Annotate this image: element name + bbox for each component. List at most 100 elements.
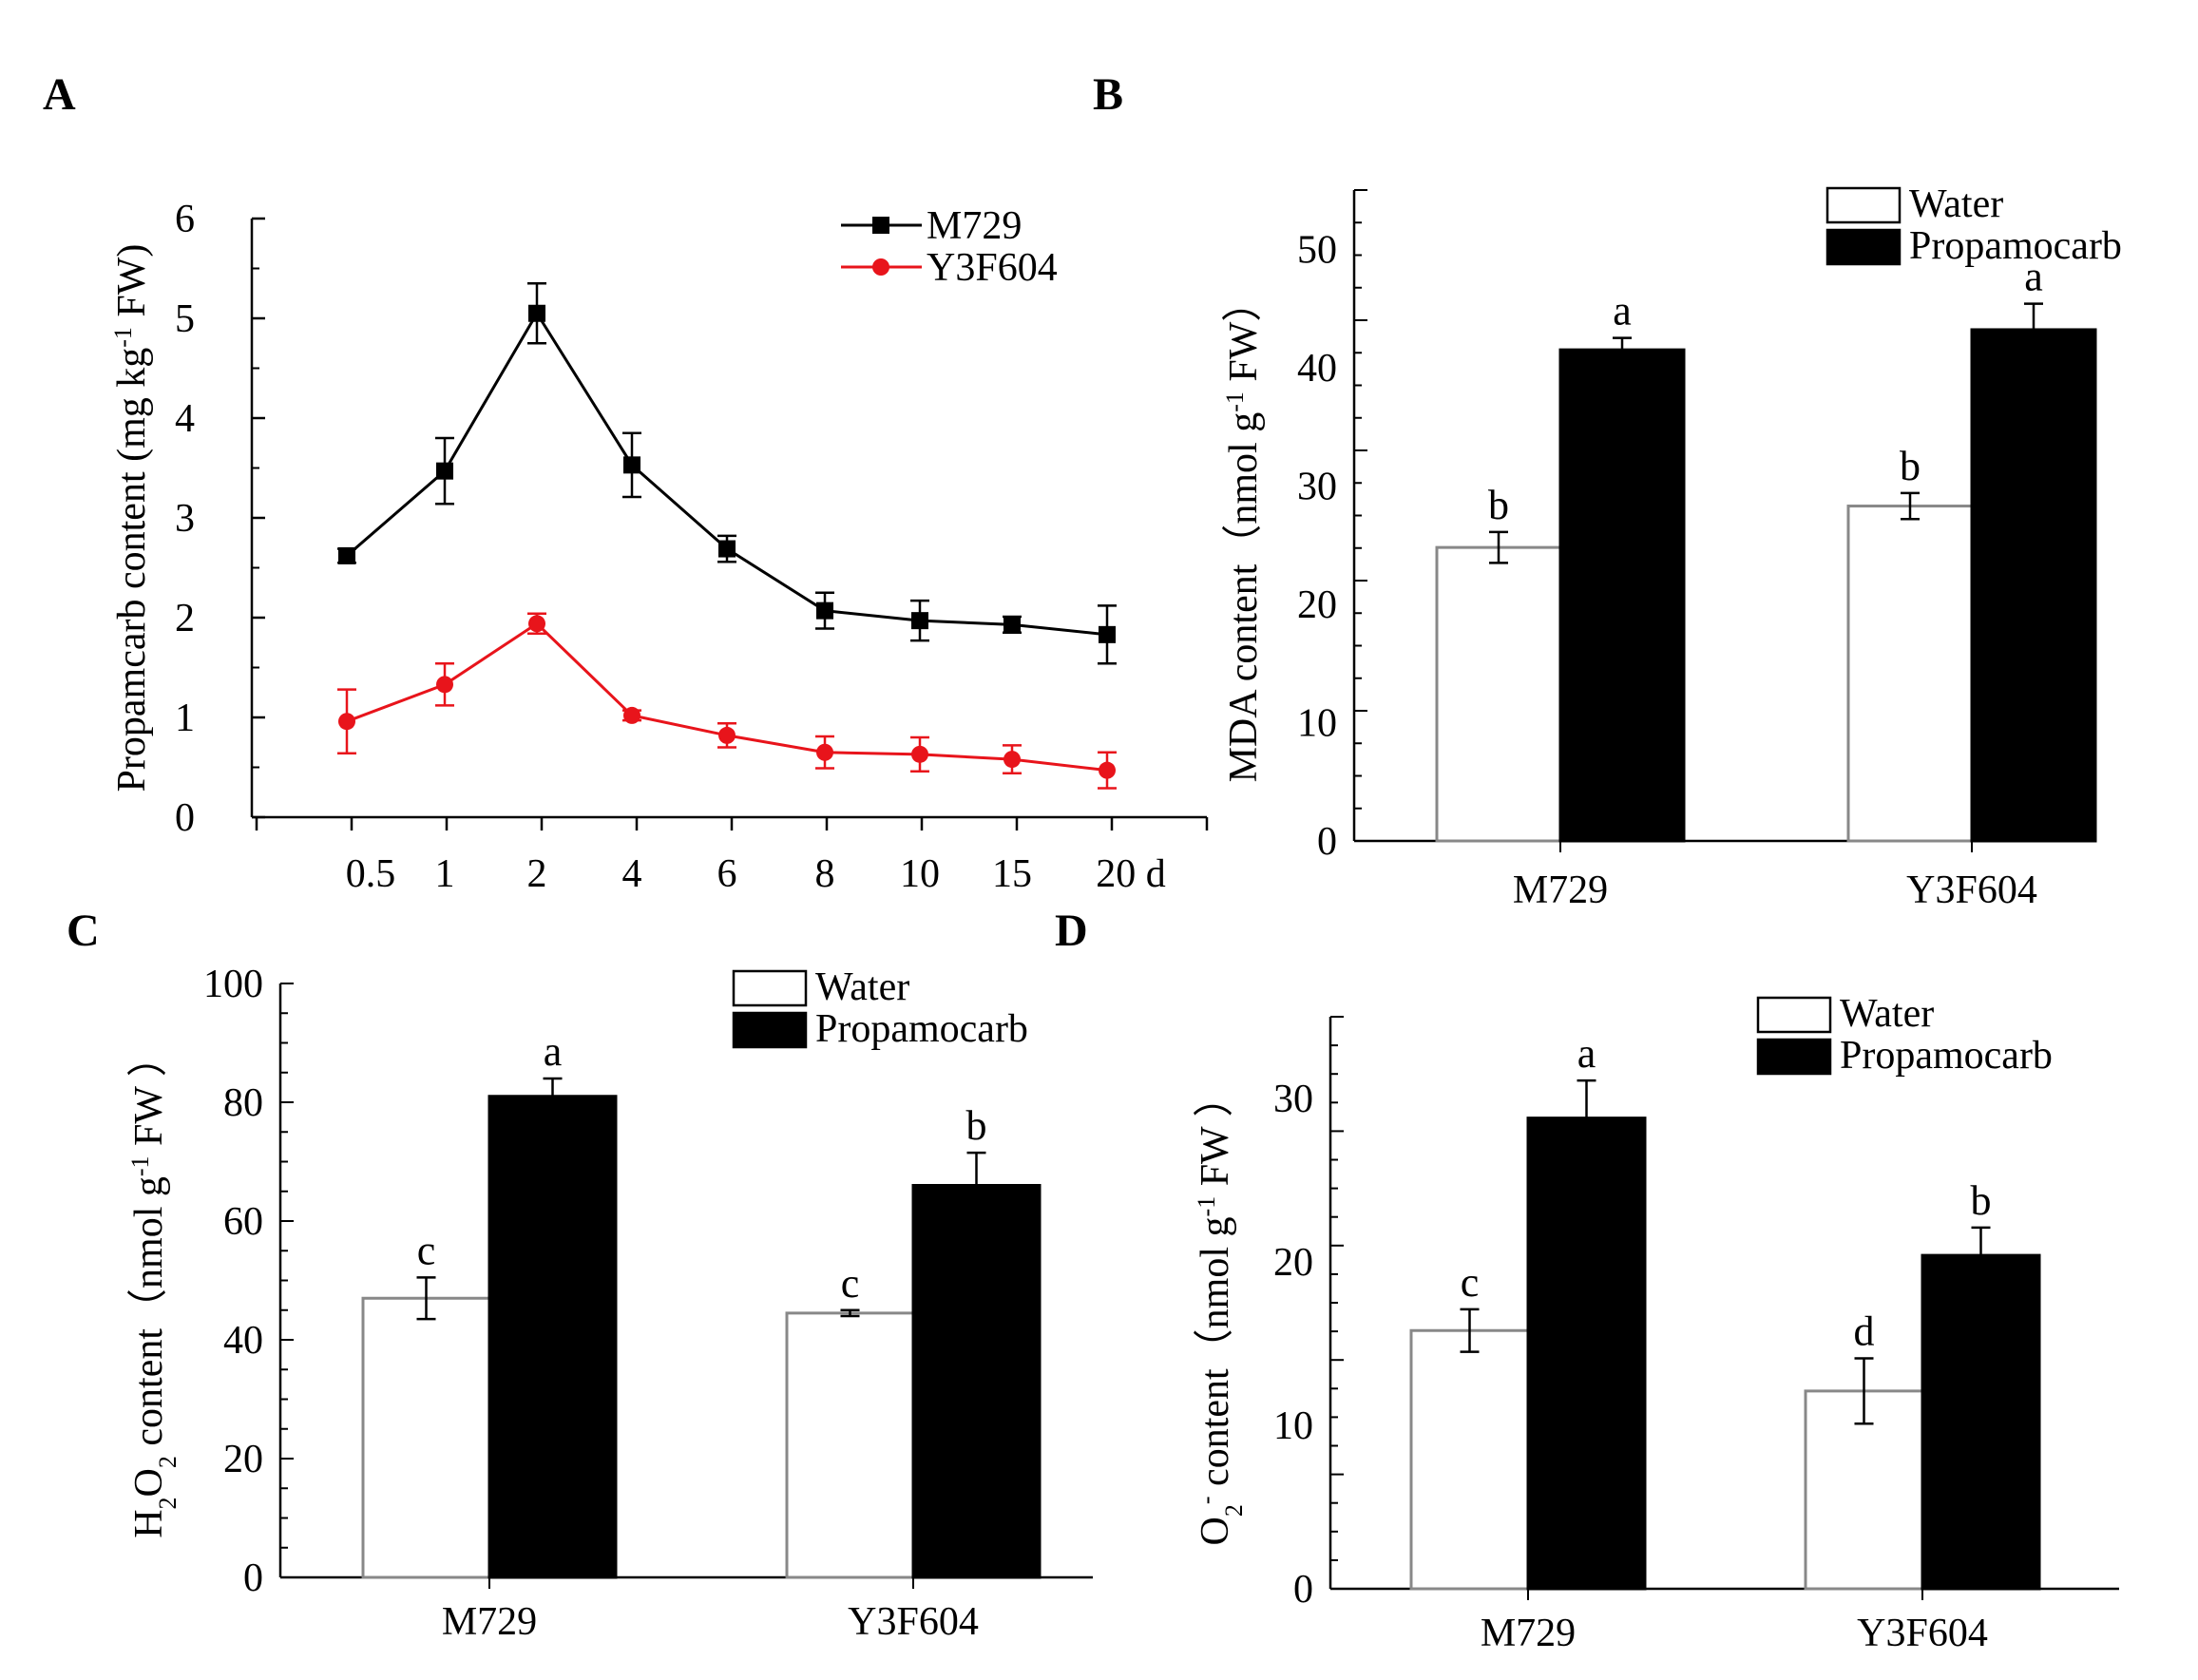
y-tick-label: 4: [175, 397, 195, 441]
x-category-label: M729: [1481, 1612, 1576, 1655]
y-tick-label: 1: [175, 697, 195, 740]
y-axis-label: Propamcarb content (mg kg-1 FW): [109, 244, 155, 792]
x-category-label: Y3F604: [848, 1600, 979, 1644]
y-tick-label: 2: [175, 597, 195, 640]
data-point-M729: [623, 456, 640, 474]
panel-b-bar-chart: 0 10 20 30 40 50 MDA content（nmol g-1 FW） M729 b…: [1221, 182, 2122, 912]
significance-letter: b: [1971, 1177, 1992, 1224]
legend-label-Water: Water: [1840, 992, 1934, 1036]
y-axis-label: O2- content（nmol g-1 FW ）: [1193, 1078, 1248, 1546]
data-point-M729: [528, 304, 545, 322]
y-tick-label: 30: [1297, 465, 1337, 508]
bar-Propamocarb-Y3F604: [1970, 328, 2097, 843]
panel-letter-b: B: [1093, 69, 1123, 120]
bar-Propamocarb-Y3F604: [911, 1184, 1042, 1579]
data-point-Y3F604: [911, 745, 928, 763]
significance-letter: b: [1488, 482, 1509, 528]
panel-letter-a: A: [43, 69, 76, 120]
y-tick-label: 0: [1293, 1568, 1313, 1612]
x-category-label: M729: [1513, 869, 1608, 912]
data-point-Y3F604: [1003, 751, 1021, 769]
bar-Propamocarb-M729: [487, 1095, 618, 1579]
significance-letter: a: [1613, 288, 1632, 334]
y-tick-label: 0: [175, 796, 195, 840]
bar-Propamocarb-Y3F604: [1921, 1253, 2041, 1591]
panel-letter-d: D: [1055, 906, 1088, 956]
y-tick-label: 20: [223, 1438, 263, 1481]
panel-a-line-chart: 0 1 2 3 4 5 6 0.5 1 2 4 6 8 10 15 20 d Propamcarb conten…: [109, 198, 1209, 896]
y-tick-label: 10: [1297, 701, 1337, 745]
data-point-Y3F604: [436, 676, 453, 694]
significance-letter: b: [966, 1102, 987, 1149]
data-point-Y3F604: [718, 726, 736, 744]
legend-swatch-Water: [1825, 186, 1902, 224]
x-tick-label: 0.5: [346, 852, 396, 896]
legend-label-Propamocarb: Propamocarb: [1909, 224, 2122, 268]
data-point-M729: [911, 612, 928, 630]
legend-swatch-Water: [732, 969, 808, 1007]
legend-swatch-Propamocarb: [732, 1011, 808, 1049]
x-tick-label: 8: [815, 852, 835, 896]
data-point-M729: [1003, 616, 1021, 634]
bar-Water-Y3F604: [1846, 505, 1974, 843]
data-point-Y3F604: [1099, 761, 1116, 779]
data-point-Y3F604: [623, 706, 640, 724]
data-point-Y3F604: [338, 713, 355, 731]
data-point-M729: [816, 601, 833, 620]
x-tick-label: 2: [527, 852, 547, 896]
y-tick-label: 40: [223, 1319, 263, 1363]
bar-Water-Y3F604: [785, 1311, 915, 1579]
bar-Water-M729: [1409, 1328, 1530, 1591]
legend-label-Propamocarb: Propamocarb: [1840, 1034, 2053, 1078]
data-point-M729: [338, 546, 355, 564]
significance-letter: a: [1577, 1030, 1596, 1077]
legend-label-M729: M729: [927, 204, 1022, 248]
y-tick-label: 20: [1297, 583, 1337, 627]
y-axis-label: H2O2 content（nmol g-1 FW ）: [126, 1037, 182, 1538]
legend-label-Water: Water: [1909, 182, 2003, 226]
significance-letter: a: [544, 1028, 563, 1075]
y-tick-label: 20: [1273, 1241, 1313, 1285]
y-tick-label: 0: [243, 1556, 263, 1600]
y-tick-label: 30: [1273, 1078, 1313, 1121]
legend-marker-M729: [872, 217, 889, 234]
significance-letter: d: [1854, 1308, 1875, 1354]
significance-letter: a: [2024, 254, 2043, 300]
y-tick-label: 6: [175, 198, 195, 241]
legend-swatch-Water: [1756, 996, 1832, 1034]
panel-d-bar-chart: 0 10 20 30 O2- content（nmol g-1 FW ） M729 c a Y3…: [1193, 992, 2119, 1655]
data-point-Y3F604: [816, 743, 833, 761]
x-tick-label: 20 d: [1096, 852, 1166, 896]
data-point-M729: [436, 462, 453, 480]
significance-letter: c: [1461, 1259, 1480, 1306]
legend-marker-Y3F604: [872, 258, 889, 276]
y-tick-label: 100: [203, 963, 263, 1006]
y-tick-label: 10: [1273, 1404, 1313, 1448]
data-point-Y3F604: [528, 615, 545, 633]
y-axis-label: MDA content（nmol g-1 FW）: [1221, 282, 1267, 783]
data-point-M729: [718, 540, 736, 558]
x-tick-label: 1: [435, 852, 455, 896]
y-tick-label: 50: [1297, 228, 1337, 272]
x-category-label: M729: [442, 1600, 537, 1644]
significance-letter: c: [841, 1260, 860, 1307]
bar-Water-M729: [361, 1296, 491, 1579]
legend-swatch-Propamocarb: [1825, 228, 1902, 266]
x-category-label: Y3F604: [1906, 869, 2037, 912]
x-tick-label: 15: [992, 852, 1032, 896]
data-point-M729: [1099, 625, 1116, 643]
legend-label-Y3F604: Y3F604: [927, 246, 1058, 290]
legend-label-Water: Water: [815, 965, 909, 1009]
legend-swatch-Propamocarb: [1756, 1038, 1832, 1076]
significance-letter: c: [417, 1227, 436, 1273]
x-category-label: Y3F604: [1857, 1612, 1988, 1655]
x-tick-label: 4: [622, 852, 642, 896]
legend-label-Propamocarb: Propamocarb: [815, 1007, 1028, 1051]
bar-Propamocarb-M729: [1558, 348, 1686, 843]
y-tick-label: 3: [175, 497, 195, 541]
x-tick-label: 10: [900, 852, 940, 896]
panel-c-bar-chart: 0 20 40 60 80 100 H2O2 content（nmol g-1 FW ） M7…: [126, 963, 1093, 1644]
y-tick-label: 80: [223, 1081, 263, 1125]
significance-letter: b: [1900, 443, 1921, 489]
